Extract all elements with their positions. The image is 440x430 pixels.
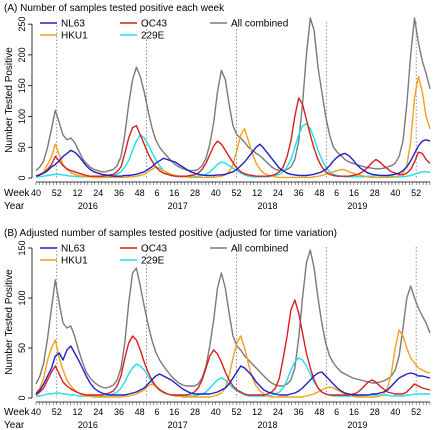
legend-label: HKU1 — [61, 31, 88, 42]
series-line-all-combined — [35, 249, 431, 389]
x-week-tick-label: 24 — [273, 188, 283, 198]
legend-label: All combined — [231, 244, 288, 255]
y-tick-label: 0 — [17, 175, 27, 180]
x-week-tick-label: 28 — [190, 188, 200, 198]
x-week-tick-label: 24 — [93, 407, 103, 417]
x-week-tick-label: 16 — [169, 407, 179, 417]
panel-a-week-axis-label: Week — [4, 188, 30, 199]
legend-label: 229E — [141, 31, 165, 42]
legend-label: NL63 — [61, 244, 85, 255]
x-week-tick-label: 52 — [52, 188, 62, 198]
y-tick-label: 0 — [17, 395, 27, 400]
x-week-tick-label: 6 — [154, 188, 159, 198]
panel-b-series — [35, 249, 431, 398]
x-year-label: 2017 — [168, 201, 188, 211]
x-year-label: 2019 — [347, 201, 367, 211]
x-week-tick-label: 40 — [31, 407, 41, 417]
legend-label: 229E — [141, 256, 165, 267]
y-tick-label: 100 — [17, 290, 27, 305]
series-line-oc43 — [35, 299, 431, 396]
x-week-tick-label: 16 — [349, 407, 359, 417]
x-week-tick-label: 40 — [31, 188, 41, 198]
x-week-tick-label: 40 — [390, 407, 400, 417]
panel-a-title: (A) Number of samples tested positive ea… — [4, 3, 225, 14]
panel-b-y-axis: 0 50 100 150 — [17, 240, 33, 401]
x-week-tick-label: 28 — [370, 188, 380, 198]
x-week-tick-label: 12 — [72, 188, 82, 198]
panel-a-year-axis-label: Year — [4, 201, 25, 212]
x-week-tick-label: 12 — [252, 188, 262, 198]
panel-a-series — [35, 17, 431, 179]
panel-b-week-axis-label: Week — [4, 407, 30, 418]
x-week-tick-label: 40 — [390, 188, 400, 198]
x-week-tick-label: 6 — [154, 407, 159, 417]
x-week-tick-label: 36 — [294, 407, 304, 417]
y-tick-label: 100 — [17, 109, 27, 124]
x-week-tick-label: 48 — [314, 407, 324, 417]
x-week-tick-label: 16 — [349, 188, 359, 198]
x-week-tick-label: 48 — [135, 407, 145, 417]
x-week-tick-label: 48 — [314, 188, 324, 198]
panel-a-y-axis-label: Number Tested Positive — [4, 47, 15, 153]
y-tick-label: 50 — [17, 142, 27, 152]
x-week-tick-label: 28 — [190, 407, 200, 417]
x-week-tick-label: 6 — [334, 407, 339, 417]
panel-a-x-axis: 40 52 12 24 36 48 6 16 28 40 52 12 24 36 48 6 16 28 40 52 20… — [31, 181, 431, 211]
x-week-tick-label: 12 — [252, 407, 262, 417]
x-week-tick-label: 52 — [52, 407, 62, 417]
y-tick-label: 250 — [17, 17, 27, 32]
legend-label: All combined — [231, 19, 288, 30]
x-year-label: 2018 — [258, 201, 278, 211]
x-year-label: 2016 — [78, 201, 98, 211]
legend-label: NL63 — [61, 19, 85, 30]
x-week-tick-label: 52 — [231, 188, 241, 198]
x-week-tick-label: 52 — [411, 188, 421, 198]
x-year-label: 2017 — [168, 420, 188, 430]
series-line-229e — [36, 123, 431, 178]
panel-a-year-boundary-lines — [56, 22, 417, 178]
legend-label: HKU1 — [61, 256, 88, 267]
x-week-tick-label: 16 — [169, 188, 179, 198]
series-line-hku1 — [35, 75, 431, 179]
x-week-tick-label: 28 — [370, 407, 380, 417]
y-tick-label: 150 — [17, 240, 27, 255]
y-tick-label: 200 — [17, 47, 27, 62]
legend-label: OC43 — [141, 19, 168, 30]
x-year-label: 2018 — [258, 420, 278, 430]
panel-b: (B) Adjusted number of samples tested po… — [4, 228, 431, 430]
x-week-tick-label: 12 — [72, 407, 82, 417]
x-week-tick-label: 52 — [231, 407, 241, 417]
legend-label: OC43 — [141, 244, 168, 255]
panel-b-year-boundary-lines — [56, 247, 417, 398]
panel-b-y-axis-label: Number Tested Positive — [4, 269, 15, 375]
x-week-tick-label: 24 — [273, 407, 283, 417]
x-week-tick-label: 24 — [93, 188, 103, 198]
panel-b-year-axis-label: Year — [4, 420, 25, 430]
series-line-nl63 — [35, 139, 431, 177]
x-week-tick-label: 40 — [211, 188, 221, 198]
x-year-label: 2019 — [347, 420, 367, 430]
y-tick-label: 150 — [17, 78, 27, 93]
panel-b-title: (B) Adjusted number of samples tested po… — [4, 228, 337, 239]
x-week-tick-label: 36 — [114, 188, 124, 198]
x-week-tick-label: 52 — [411, 407, 421, 417]
x-week-tick-label: 36 — [294, 188, 304, 198]
series-line-nl63 — [35, 345, 431, 396]
panel-a-y-axis: 0 50 100 150 200 250 — [17, 17, 33, 181]
x-week-tick-label: 40 — [211, 407, 221, 417]
series-line-hku1 — [35, 329, 431, 398]
panel-b-x-axis: 40 52 12 24 36 48 6 16 28 40 52 12 24 36 48 6 16 28 40 52 20… — [31, 401, 431, 430]
x-week-tick-label: 36 — [114, 407, 124, 417]
series-line-all-combined — [35, 17, 431, 173]
x-week-tick-label: 6 — [334, 188, 339, 198]
x-week-tick-label: 48 — [135, 188, 145, 198]
panel-a: (A) Number of samples tested positive ea… — [4, 3, 431, 212]
x-year-label: 2016 — [78, 420, 98, 430]
y-tick-label: 50 — [17, 343, 27, 353]
